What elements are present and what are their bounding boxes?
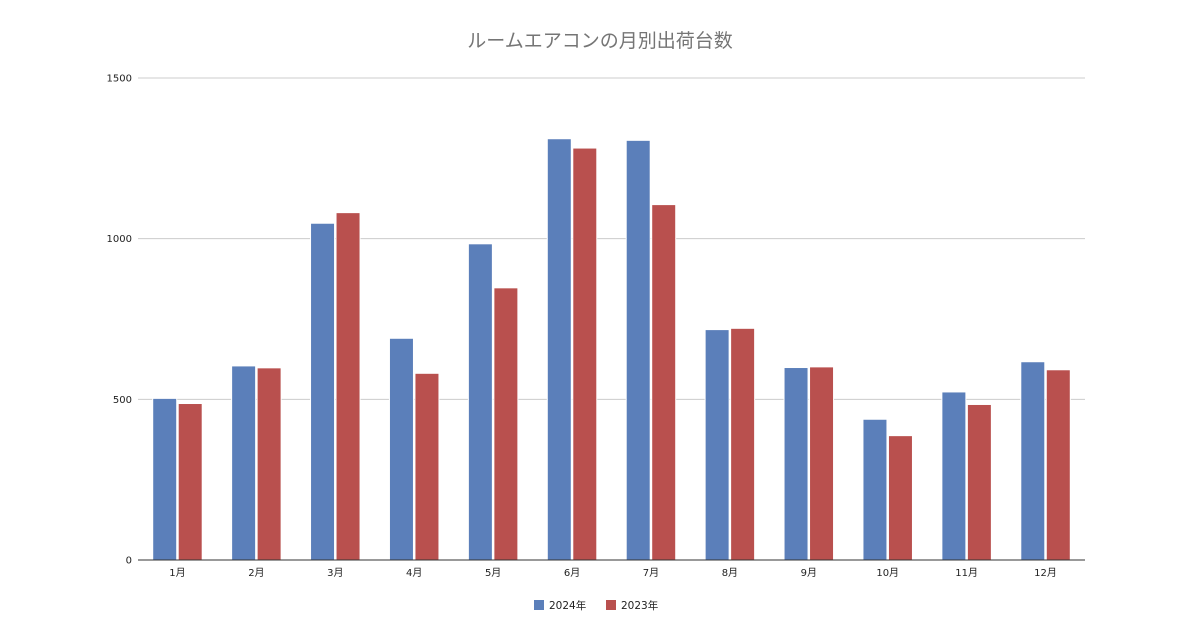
bar-series-1-8 <box>704 329 730 561</box>
x-tick-label: 11月 <box>955 567 978 579</box>
y-tick-label: 1500 <box>107 74 132 85</box>
y-tick-label: 500 <box>113 395 132 406</box>
chart-title: ルームエアコンの月別出荷台数 <box>467 30 732 52</box>
bar-series-2-8 <box>730 327 756 561</box>
bar-series-1-3 <box>310 222 336 561</box>
bar-series-2-9 <box>809 366 835 561</box>
bar-series-1-11 <box>941 391 967 561</box>
x-tick-label: 6月 <box>564 567 580 579</box>
axes: 0 500 1000 1500 1月 2月 3月 4月 5月 6月 7月 8月 9月 10月 11月 12月 <box>107 74 1085 579</box>
bar-series-1-6 <box>546 138 572 561</box>
legend-label: 2024年 <box>549 599 586 612</box>
bar-series-2-4 <box>414 372 440 561</box>
x-tick-label: 1月 <box>169 567 185 579</box>
bar-series-2-11 <box>966 403 992 561</box>
bar-series-2-10 <box>887 435 913 561</box>
bar-series-2-5 <box>493 287 519 561</box>
x-tick-label: 8月 <box>722 567 738 579</box>
x-tick-label: 9月 <box>801 567 817 579</box>
bar-series-1-5 <box>467 243 493 561</box>
x-tick-label: 3月 <box>327 567 343 579</box>
bars <box>152 138 1071 561</box>
bar-series-1-1 <box>152 397 178 561</box>
bar-series-2-2 <box>256 367 282 561</box>
y-tick-label: 0 <box>126 556 132 567</box>
bar-series-1-7 <box>625 139 651 561</box>
bar-series-2-1 <box>177 403 203 561</box>
bar-series-1-12 <box>1020 361 1046 561</box>
gridlines <box>138 77 1085 400</box>
bar-series-2-6 <box>572 147 598 561</box>
bar-series-1-4 <box>388 337 414 561</box>
bar-series-2-12 <box>1045 369 1071 561</box>
bar-series-1-2 <box>231 365 257 561</box>
x-tick-label: 2月 <box>248 567 264 579</box>
bar-series-2-3 <box>335 212 361 561</box>
x-tick-label: 4月 <box>406 567 422 579</box>
x-tick-label: 7月 <box>643 567 659 579</box>
y-tick-label: 1000 <box>107 234 132 245</box>
bar-series-1-10 <box>862 418 888 561</box>
legend-swatch <box>534 600 544 610</box>
x-tick-label: 10月 <box>876 567 899 579</box>
legend-label: 2023年 <box>621 599 658 612</box>
bar-series-1-9 <box>783 367 809 561</box>
bar-series-2-7 <box>651 204 677 561</box>
x-tick-label: 12月 <box>1034 567 1057 579</box>
legend-swatch <box>606 600 616 610</box>
x-tick-label: 5月 <box>485 567 501 579</box>
legend: 2024年 2023年 <box>534 599 658 612</box>
